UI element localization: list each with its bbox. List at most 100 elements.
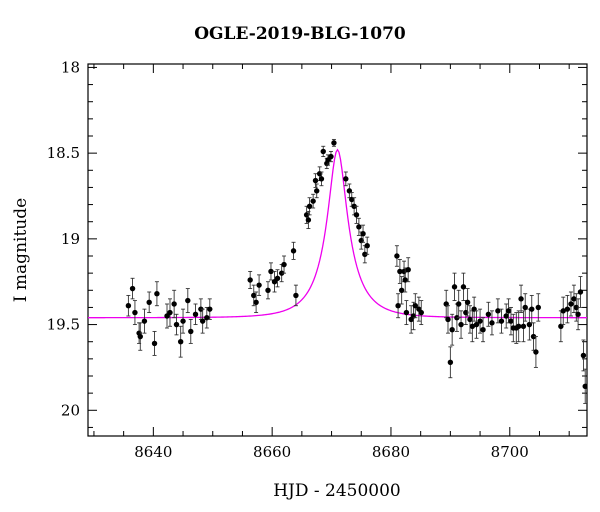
x-tick-label: 8680 xyxy=(372,443,410,461)
point-marker xyxy=(464,299,471,305)
point-marker xyxy=(477,318,483,324)
data-point xyxy=(477,308,483,334)
point-marker xyxy=(318,176,325,182)
data-point xyxy=(247,270,253,290)
point-marker xyxy=(171,301,177,307)
point-marker xyxy=(199,318,206,324)
data-point xyxy=(489,310,495,336)
data-point xyxy=(577,276,584,308)
point-marker xyxy=(518,296,524,302)
point-marker xyxy=(364,243,370,249)
point-marker xyxy=(290,248,297,254)
data-point xyxy=(582,368,587,404)
data-point xyxy=(445,305,451,334)
data-point xyxy=(520,310,527,343)
data-point xyxy=(495,298,501,324)
point-marker xyxy=(305,217,312,223)
point-marker xyxy=(293,292,299,299)
point-marker xyxy=(173,321,180,328)
data-point xyxy=(293,284,299,307)
model-curve xyxy=(88,148,587,319)
point-marker xyxy=(265,287,271,293)
point-marker xyxy=(485,311,492,317)
point-marker xyxy=(418,309,424,316)
point-marker xyxy=(522,304,528,311)
point-marker xyxy=(251,292,257,299)
data-point xyxy=(281,255,287,274)
point-marker xyxy=(351,203,357,209)
y-tick-label: 19 xyxy=(61,230,80,248)
point-marker xyxy=(320,148,326,155)
point-marker xyxy=(533,349,539,355)
point-marker xyxy=(469,323,476,329)
data-point xyxy=(177,325,184,358)
point-marker xyxy=(154,291,160,297)
point-marker xyxy=(132,309,138,316)
data-point xyxy=(278,264,285,283)
data-point xyxy=(207,298,213,320)
point-marker xyxy=(137,333,143,340)
data-points xyxy=(125,138,587,404)
data-point xyxy=(398,276,405,305)
data-point xyxy=(253,291,259,314)
point-marker xyxy=(268,268,274,275)
data-point xyxy=(575,298,581,331)
data-point xyxy=(171,289,177,319)
data-point xyxy=(533,336,539,368)
y-tick-label: 18.5 xyxy=(47,144,80,162)
data-point xyxy=(408,305,414,334)
point-marker xyxy=(508,318,514,324)
data-point xyxy=(137,322,143,351)
x-tick-label: 8660 xyxy=(253,443,291,461)
point-marker xyxy=(125,303,132,309)
point-marker xyxy=(489,320,495,326)
data-point xyxy=(356,217,362,236)
point-marker xyxy=(530,333,537,340)
x-tick-label: 8640 xyxy=(134,443,172,461)
data-point xyxy=(314,183,320,199)
point-marker xyxy=(405,267,411,273)
point-marker xyxy=(515,323,522,329)
point-marker xyxy=(328,153,334,160)
data-point xyxy=(265,281,271,300)
data-point xyxy=(394,245,400,267)
data-point xyxy=(125,294,132,317)
data-point xyxy=(471,296,477,322)
point-marker xyxy=(310,198,316,204)
point-marker xyxy=(192,311,199,317)
data-point xyxy=(151,330,158,356)
point-marker xyxy=(575,311,581,317)
y-tick-label: 20 xyxy=(61,401,80,419)
data-point xyxy=(558,310,564,343)
point-marker xyxy=(177,339,184,345)
point-marker xyxy=(360,231,366,237)
data-point xyxy=(458,310,464,339)
point-marker xyxy=(394,253,400,259)
point-marker xyxy=(560,308,566,314)
data-point xyxy=(473,310,480,339)
data-point xyxy=(312,173,319,188)
point-marker xyxy=(480,327,486,333)
data-point xyxy=(318,171,325,187)
chart-title: OGLE-2019-BLG-1070 xyxy=(194,24,406,44)
data-point xyxy=(154,281,160,307)
point-marker xyxy=(455,301,462,307)
data-point xyxy=(485,301,492,327)
point-marker xyxy=(129,285,136,292)
point-marker xyxy=(188,328,194,335)
data-point xyxy=(460,272,467,302)
point-marker xyxy=(580,352,587,359)
data-point xyxy=(503,303,509,329)
point-marker xyxy=(503,313,509,319)
point-marker xyxy=(395,303,401,309)
x-tick-label: 8700 xyxy=(491,443,529,461)
point-marker xyxy=(180,318,186,324)
data-point xyxy=(320,145,326,158)
point-marker xyxy=(356,224,362,230)
data-point xyxy=(310,193,316,209)
point-marker xyxy=(397,268,403,275)
point-marker xyxy=(520,323,527,329)
point-marker xyxy=(403,309,410,316)
point-marker xyxy=(529,306,535,312)
point-marker xyxy=(185,297,191,304)
